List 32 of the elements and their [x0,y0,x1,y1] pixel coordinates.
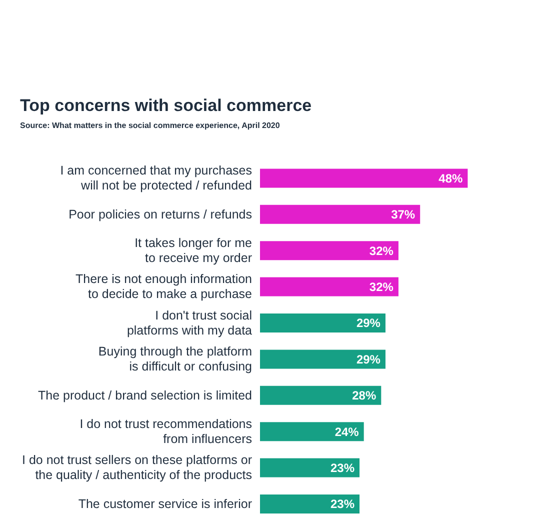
data-label: 29% [356,352,381,366]
y-tick-label: I don't trust social platforms with my data [126,308,252,338]
bar [260,241,398,260]
y-tick-label: There is not enough information to decide to make a purchase [76,272,252,302]
bar [260,168,468,188]
y-tick-label: Poor policies on returns / refunds [68,207,252,222]
bar [260,350,386,369]
y-tick-label: It takes longer for me to receive my order [134,236,252,265]
bar [260,494,360,514]
data-label: 32% [369,280,394,294]
data-label: 23% [330,461,355,476]
y-tick-label: I am concerned that my purchases will not be protected / refunded [60,164,252,193]
bar [260,277,398,296]
bar [260,386,382,405]
y-tick-label: The customer service is inferior [78,496,252,511]
data-label: 48% [438,171,464,186]
y-tick-label: The product / brand selection is limited [38,388,252,402]
data-label: 29% [356,316,381,330]
y-tick-label: Buying through the platform is difficult or confusing [98,344,252,374]
data-label: 32% [369,244,394,258]
y-tick-label: I do not trust recommendations from influencers [80,417,252,446]
data-label: 28% [352,388,376,403]
text: Source: What matters in the social commerce experience, April 2020 [20,121,280,130]
data-label: 37% [391,208,416,222]
bar [260,458,360,478]
data-label: 24% [334,424,360,439]
chart-title: Top concerns with social commerce [20,96,312,116]
bar [260,422,364,442]
bar [260,204,420,224]
bar [260,313,386,332]
y-tick-label: I do not trust sellers on these platforms or the quality / authenticity of the products [22,453,252,482]
data-label: 23% [330,497,355,512]
